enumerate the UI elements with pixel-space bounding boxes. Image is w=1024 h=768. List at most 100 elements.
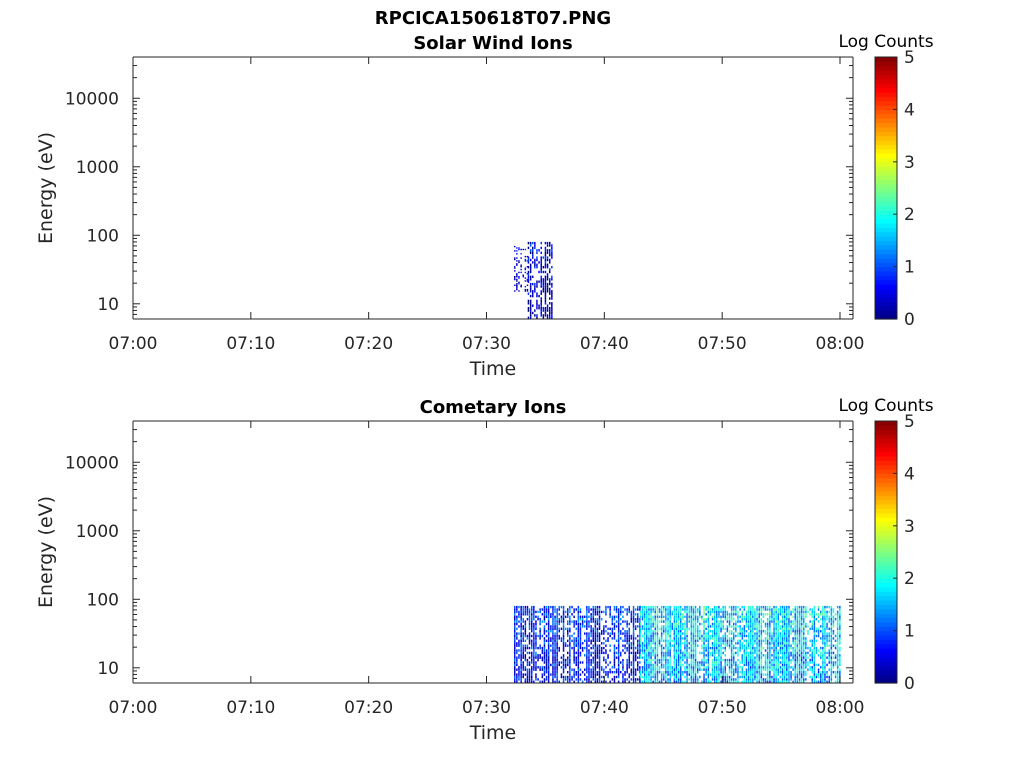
heatmap-cell (737, 618, 739, 621)
heatmap-cell (735, 642, 737, 645)
heatmap-cell (796, 661, 799, 664)
heatmap-cell (543, 673, 546, 676)
heatmap-cell (769, 637, 771, 640)
heatmap-cell (718, 680, 720, 683)
heatmap-cell (690, 622, 693, 626)
heatmap-cell (820, 678, 822, 681)
heatmap-cell (524, 258, 527, 261)
heatmap-cell (741, 661, 743, 664)
heatmap-cell (694, 620, 697, 623)
heatmap-cell (596, 651, 599, 655)
heatmap-cell (716, 661, 718, 664)
heatmap-cell (516, 276, 518, 278)
heatmap-cell (839, 622, 841, 626)
heatmap-cell (547, 646, 550, 650)
heatmap-cell (617, 649, 620, 652)
heatmap-cell (771, 639, 773, 642)
heatmap-cell (682, 637, 684, 640)
heatmap-cell (671, 668, 673, 671)
heatmap-cell (694, 666, 697, 669)
heatmap-cell (728, 668, 731, 671)
heatmap-cell (533, 622, 535, 626)
heatmap-cell (586, 651, 588, 655)
heatmap-cell (552, 666, 554, 669)
heatmap-cell (684, 630, 686, 633)
heatmap-cell (815, 627, 818, 630)
heatmap-cell (539, 656, 541, 659)
heatmap-cell (632, 649, 635, 652)
heatmap-cell (541, 620, 544, 623)
heatmap-cell (798, 634, 801, 638)
heatmap-cell (699, 675, 701, 679)
heatmap-cell (562, 656, 565, 659)
heatmap-cell (745, 658, 748, 662)
heatmap-cell (786, 605, 788, 609)
heatmap-cell (531, 654, 533, 657)
heatmap-cell (588, 649, 590, 652)
heatmap-cell (613, 680, 616, 683)
heatmap-cell (705, 658, 707, 662)
heatmap-cell (558, 680, 560, 683)
heatmap-cell (800, 615, 803, 618)
heatmap-cell (562, 642, 565, 645)
heatmap-cell (518, 281, 520, 284)
heatmap-cell (775, 646, 777, 650)
heatmap-cell (775, 678, 777, 681)
colorbar-segment (875, 310, 897, 316)
heatmap-cell (634, 608, 637, 611)
heatmap-cell (686, 627, 688, 630)
heatmap-cell (643, 642, 646, 645)
heatmap-cell (786, 661, 788, 664)
heatmap-cell (777, 671, 779, 674)
heatmap-cell (520, 248, 522, 251)
heatmap-cell (756, 639, 758, 642)
heatmap-cell (650, 671, 652, 674)
heatmap-cell (779, 632, 782, 635)
heatmap-cell (632, 634, 635, 638)
y-tick-label: 10000 (65, 89, 119, 109)
heatmap-cell (567, 680, 569, 683)
heatmap-cell (836, 627, 839, 630)
heatmap-cell (826, 634, 828, 638)
heatmap-cell (596, 680, 599, 683)
heatmap-cell (533, 666, 535, 669)
heatmap-cell (760, 675, 763, 679)
heatmap-cell (832, 615, 835, 618)
heatmap-cell (684, 656, 686, 659)
heatmap-cell (713, 613, 716, 616)
heatmap-cell (764, 680, 767, 683)
heatmap-cell (529, 278, 532, 281)
heatmap-cell (800, 639, 803, 642)
heatmap-cell (813, 668, 816, 671)
heatmap-cell (656, 608, 659, 611)
heatmap-cell (648, 654, 650, 657)
heatmap-cell (598, 673, 601, 676)
heatmap-cell (690, 610, 693, 614)
heatmap-cell (632, 618, 635, 621)
colorbar-segment (875, 600, 897, 605)
heatmap-cell (805, 613, 807, 616)
heatmap-cell (575, 658, 577, 662)
heatmap-cell (728, 639, 731, 642)
heatmap-cell (824, 615, 826, 618)
heatmap-cell (624, 630, 626, 633)
heatmap-cell (648, 680, 650, 683)
heatmap-cell (549, 249, 551, 252)
heatmap-cell (743, 618, 746, 621)
heatmap-cell (735, 620, 737, 623)
heatmap-cell (637, 651, 639, 655)
heatmap-cell (626, 637, 628, 640)
heatmap-cell (781, 666, 784, 669)
heatmap-cell (579, 678, 582, 681)
heatmap-cell (586, 654, 588, 657)
heatmap-cell (786, 637, 788, 640)
heatmap-cell (632, 642, 635, 645)
heatmap-cell (536, 266, 538, 269)
heatmap-cell (830, 680, 833, 683)
heatmap-cell (547, 620, 550, 623)
x-tick-label: 07:40 (580, 334, 629, 354)
heatmap-cell (667, 680, 669, 683)
heatmap-cell (569, 651, 571, 655)
heatmap-cell (775, 675, 777, 679)
heatmap-cell (665, 661, 667, 664)
